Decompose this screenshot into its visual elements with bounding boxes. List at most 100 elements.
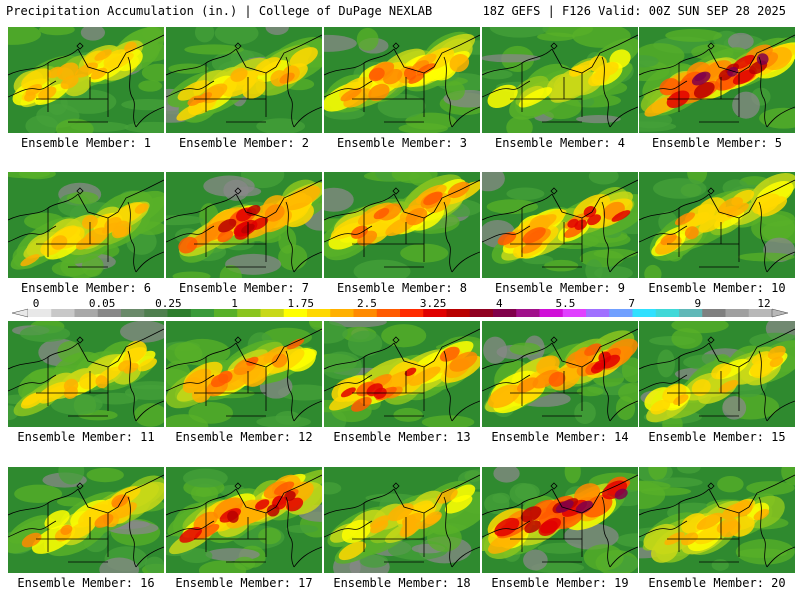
precip-band (487, 84, 518, 108)
boundary-line (8, 374, 57, 392)
boundary-line (393, 48, 435, 74)
precip-map (166, 27, 322, 133)
boundary-line (708, 488, 750, 514)
boundary-line (639, 80, 688, 98)
precip-band (257, 60, 290, 83)
precip-blob (8, 27, 42, 45)
colorbar-segment (748, 309, 773, 317)
precip-blob (677, 467, 701, 474)
precip-band (601, 61, 619, 76)
ensemble-map-panel (639, 467, 795, 573)
precip-blob (66, 191, 99, 205)
boundary-line (443, 350, 453, 422)
boundary-line (758, 56, 768, 128)
precip-blob (486, 199, 539, 215)
precip-blob (421, 415, 475, 427)
precip-band (550, 72, 592, 101)
precip-band (254, 57, 281, 76)
boundary-line (601, 496, 611, 568)
precip-blob (735, 538, 795, 565)
precip-blob (732, 91, 760, 119)
precip-band (726, 202, 749, 218)
precip-band (340, 87, 362, 102)
precip-band (182, 377, 202, 394)
ensemble-map-panel (482, 321, 638, 427)
precip-band (104, 216, 122, 231)
ensemble-map-panel (166, 172, 322, 278)
precip-blob (184, 44, 244, 55)
colorbar-segment (655, 309, 680, 317)
precip-blob (717, 475, 744, 493)
precip-band (408, 73, 425, 84)
boundary-line (393, 193, 435, 219)
station-marker (234, 42, 242, 50)
boundary-line (433, 34, 480, 68)
ensemble-map-panel (324, 321, 480, 427)
boundary-line (324, 80, 373, 98)
precip-blob (506, 116, 533, 133)
boundary-line (324, 225, 373, 243)
boundary-line (758, 201, 768, 273)
colorbar-segment (446, 309, 471, 317)
precip-band (674, 212, 695, 226)
precip-blob (671, 328, 703, 349)
ensemble-map-panel (166, 467, 322, 573)
colorbar-segment (307, 309, 331, 317)
boundary-line (591, 34, 638, 68)
boundary-line (708, 193, 750, 219)
boundary-line (127, 201, 137, 273)
boundary-line (639, 520, 688, 538)
boundary-line (166, 80, 215, 98)
precip-blob (360, 554, 389, 568)
boundary-line (551, 193, 593, 219)
precip-band (522, 227, 546, 244)
precip-band (94, 513, 114, 528)
colorbar-segment (376, 309, 401, 317)
boundary-line (393, 342, 435, 368)
boundary-line (748, 328, 795, 362)
precip-band (405, 207, 428, 226)
precip-blob (574, 401, 596, 425)
precip-blob (124, 121, 164, 133)
precip-blob (781, 467, 795, 486)
boundary-line (8, 80, 57, 98)
precip-blob (324, 482, 342, 495)
boundary-line (433, 474, 480, 508)
ensemble-map-panel (8, 467, 164, 573)
precip-blob (482, 54, 541, 63)
precip-band (102, 52, 134, 73)
boundary-line (609, 400, 638, 422)
boundary-line (601, 350, 611, 422)
precip-blob (120, 321, 164, 343)
precip-blob (324, 321, 348, 344)
precip-band (423, 191, 443, 206)
boundary-line (482, 80, 531, 98)
colorbar-segment (423, 309, 447, 317)
boundary-line (127, 496, 137, 568)
station-marker (76, 187, 84, 195)
boundary-line (127, 56, 137, 128)
precip-band (279, 72, 295, 84)
boundary-line (77, 48, 119, 74)
station-marker (76, 336, 84, 344)
boundary-line (551, 342, 593, 368)
precip-band (137, 358, 157, 372)
boundary-line (135, 251, 164, 273)
precip-blob (514, 483, 540, 501)
precip-band (218, 218, 237, 233)
colorbar-tick-label: 1.75 (287, 297, 314, 310)
precip-band (447, 181, 470, 199)
boundary-line (639, 374, 688, 392)
precip-blob (746, 481, 795, 495)
station-marker (392, 336, 400, 344)
precip-band (767, 345, 786, 360)
ensemble-map-panel (639, 321, 795, 427)
precip-map (324, 172, 480, 278)
precip-map (639, 172, 795, 278)
ensemble-map-panel (8, 27, 164, 133)
ensemble-map-panel (639, 27, 795, 133)
boundary-line (482, 520, 531, 538)
precip-blob (194, 27, 215, 43)
ensemble-member-label: Ensemble Member: 15 (648, 430, 786, 444)
precip-blob (92, 392, 138, 405)
